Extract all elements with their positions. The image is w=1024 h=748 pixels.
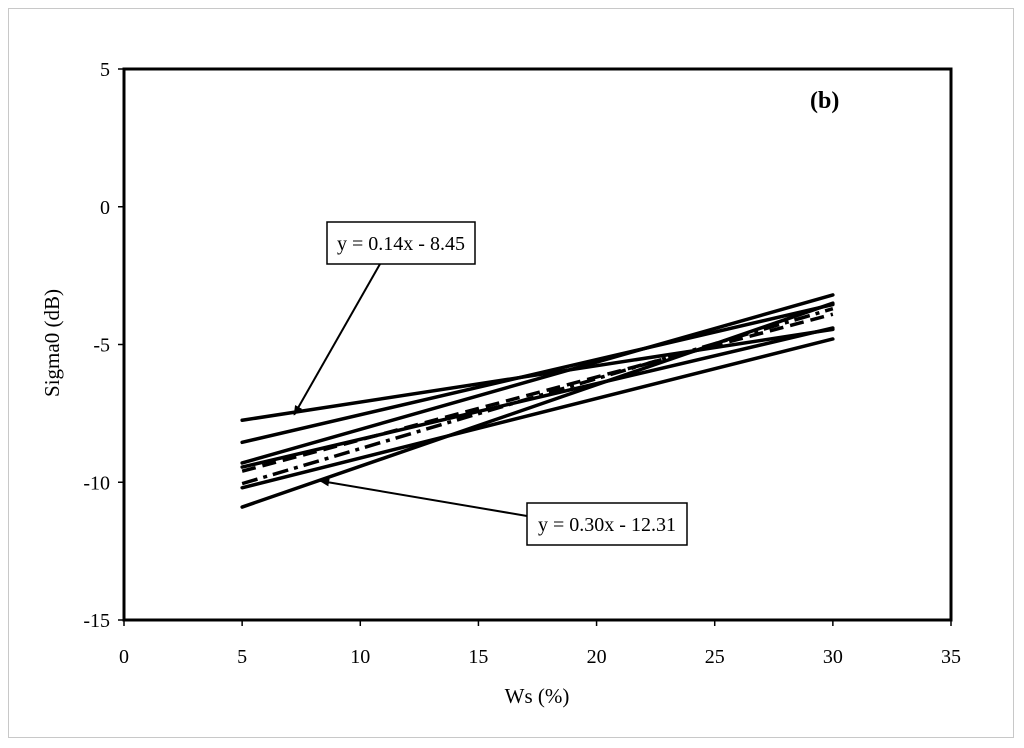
annotation-label: y = 0.30x - 12.31 <box>538 514 676 536</box>
series-line-2 <box>240 302 835 445</box>
series-line-5 <box>240 337 835 490</box>
y-tick-label: -15 <box>83 610 110 632</box>
annotation-arrow <box>293 263 381 416</box>
series-line-7 <box>241 307 834 486</box>
series-line-8 <box>241 312 834 473</box>
x-tick-label: 15 <box>468 646 488 668</box>
series-line-3 <box>240 293 835 465</box>
x-axis-title: Ws (%) <box>505 684 570 708</box>
x-tick-label: 35 <box>941 646 961 668</box>
x-tick-label: 25 <box>705 646 725 668</box>
axis-ticks: 0 5 10 15 20 25 30 35 5 0 -5 -10 -15 <box>83 59 961 668</box>
annotations: y = 0.14x - 8.45 y = 0.30x - 12.31 <box>293 221 688 546</box>
y-axis-title: Sigma0 (dB) <box>40 289 64 397</box>
x-tick-label: 10 <box>350 646 370 668</box>
series-line-4 <box>240 326 835 469</box>
x-tick-label: 0 <box>119 646 129 668</box>
annotation-box <box>526 502 688 546</box>
annotation-label: y = 0.14x - 8.45 <box>337 233 465 255</box>
series-lines <box>240 293 835 509</box>
y-tick-label: 0 <box>100 197 110 219</box>
annotation-box <box>326 221 476 265</box>
x-tick-label: 30 <box>823 646 843 668</box>
y-tick-label: 5 <box>100 59 110 81</box>
y-tick-label: -10 <box>83 472 110 494</box>
x-tick-label: 5 <box>237 646 247 668</box>
x-tick-label: 20 <box>587 646 607 668</box>
y-tick-label: -5 <box>93 335 110 357</box>
figure-frame <box>8 8 1014 738</box>
annotation-arrow <box>319 478 528 517</box>
panel-label: (b) <box>810 88 839 114</box>
